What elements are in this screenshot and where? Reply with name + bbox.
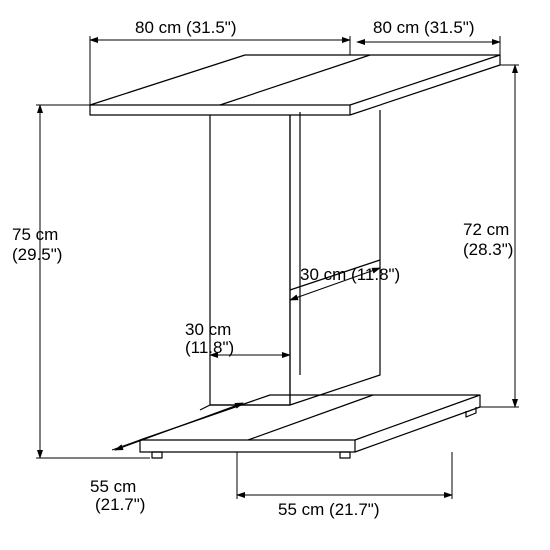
svg-text:80 cm (31.5"): 80 cm (31.5") [373,18,474,37]
svg-text:55 cm (21.7"): 55 cm (21.7") [278,500,379,519]
svg-text:72 cm: 72 cm [463,220,509,239]
svg-text:(21.7"): (21.7") [95,495,145,514]
base-d-in: (21.7") [95,495,145,514]
technical-drawing: 80 cm (31.5") 80 cm (31.5") 75 cm (29.5"… [0,0,550,550]
svg-text:(28.3"): (28.3") [463,240,513,259]
base-d-cm: 55 cm [90,477,136,496]
base-w-cm: 55 cm [278,500,324,519]
ped-w-cm: 30 cm [185,320,231,339]
ped-d-cm: 30 cm [300,265,346,284]
overall-h-cm: 75 cm [12,225,58,244]
ped-w-in: (11.8") [185,338,234,357]
under-h-in: (28.3") [463,240,513,259]
svg-text:80 cm (31.5"): 80 cm (31.5") [135,18,236,37]
svg-text:30 cm: 30 cm [185,320,231,339]
under-h-cm: 72 cm [463,220,509,239]
table-drawing [90,55,500,458]
dimension-labels: 80 cm (31.5") 80 cm (31.5") 75 cm (29.5"… [12,18,513,519]
ped-d-in: (11.8") [351,265,400,284]
top-depth-in: (31.5") [424,18,474,37]
top-depth-cm: 80 cm [373,18,419,37]
top-width-in: (31.5") [186,18,236,37]
svg-text:75 cm: 75 cm [12,225,58,244]
top-width-cm: 80 cm [135,18,181,37]
svg-text:(11.8"): (11.8") [185,338,234,357]
svg-text:(29.5"): (29.5") [12,245,62,264]
overall-h-in: (29.5") [12,245,62,264]
base-w-in: (21.7") [329,500,379,519]
svg-text:55 cm: 55 cm [90,477,136,496]
svg-text:30 cm (11.8"): 30 cm (11.8") [300,265,400,284]
